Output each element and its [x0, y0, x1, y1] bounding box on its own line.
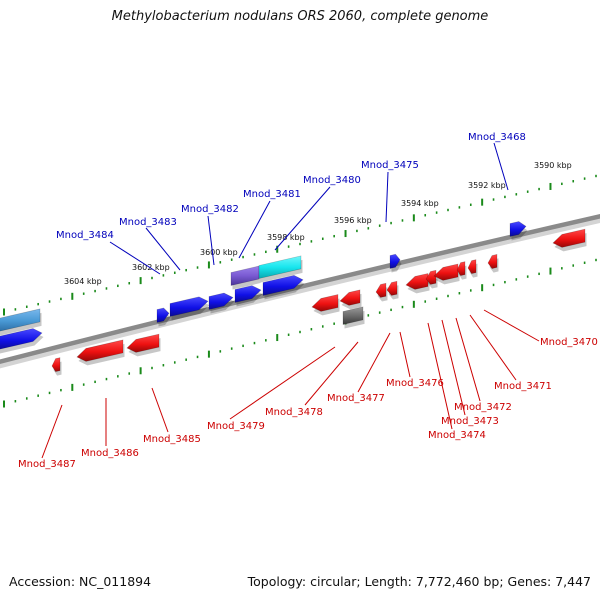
gene-feature — [234, 285, 262, 303]
scale-label: 3590 kbp — [534, 161, 572, 170]
gene-feature — [0, 308, 41, 332]
scale-label: 3592 kbp — [468, 181, 506, 190]
reverse-leader-line — [357, 332, 391, 393]
gene-feature — [311, 294, 339, 312]
scale-label: 3594 kbp — [401, 199, 439, 208]
reverse-leader-line — [304, 341, 359, 406]
gene-feature — [386, 280, 398, 296]
reverse-gene-label: Mnod_3477 — [327, 393, 385, 404]
reverse-gene-label: Mnod_3478 — [265, 407, 323, 418]
forward-gene-label: Mnod_3475 — [361, 160, 419, 171]
reverse-gene-label: Mnod_3472 — [454, 402, 512, 413]
gene-feature — [342, 306, 364, 325]
reverse-leader-line — [151, 387, 169, 433]
forward-gene-label: Mnod_3480 — [303, 175, 361, 186]
reverse-gene-label: Mnod_3476 — [386, 378, 444, 389]
forward-leader-line — [109, 241, 161, 275]
forward-gene-label: Mnod_3482 — [181, 204, 239, 215]
forward-gene-label: Mnod_3481 — [243, 189, 301, 200]
reverse-leader-line — [455, 317, 481, 402]
reverse-leader-line — [441, 319, 466, 416]
backbone-line — [0, 214, 600, 365]
gene-feature — [126, 333, 160, 353]
forward-leader-line — [493, 142, 509, 191]
gene-feature — [487, 254, 498, 269]
gene-feature — [389, 253, 401, 269]
gene-feature — [456, 261, 466, 277]
scale-label: 3596 kbp — [334, 216, 372, 225]
reverse-gene-label: Mnod_3479 — [207, 421, 265, 432]
gene-feature — [509, 221, 527, 237]
gene-feature — [262, 275, 304, 296]
scale-ticks — [3, 174, 597, 408]
reverse-gene-label: Mnod_3474 — [428, 430, 486, 441]
gene-feature — [375, 282, 387, 298]
scale-label: 3602 kbp — [132, 263, 170, 272]
reverse-leader-line — [469, 314, 517, 381]
reverse-leader-line — [229, 346, 336, 420]
forward-leader-line — [145, 227, 181, 271]
forward-leader-line — [238, 200, 271, 259]
gene-feature — [339, 289, 361, 306]
forward-leader-line — [385, 171, 389, 223]
gene-feature — [552, 228, 586, 248]
gene-feature — [0, 328, 43, 350]
reverse-leader-line — [399, 331, 411, 378]
forward-leader-line — [207, 215, 215, 266]
gene-feature — [433, 263, 459, 281]
forward-leader-line — [274, 186, 331, 251]
accession-text: Accession: NC_011894 — [9, 574, 152, 589]
gene-feature — [208, 292, 234, 310]
gene-feature — [76, 339, 124, 362]
reverse-gene-label: Mnod_3485 — [143, 434, 201, 445]
reverse-leader-line — [41, 404, 63, 459]
map-title: Methylobacterium nodulans ORS 2060, comp… — [111, 9, 489, 24]
reverse-gene-label: Mnod_3486 — [81, 448, 139, 459]
gene-feature — [169, 296, 209, 317]
reverse-gene-label: Mnod_3487 — [18, 459, 76, 470]
scale-label: 3604 kbp — [64, 277, 102, 286]
reverse-leader-line — [427, 322, 453, 430]
forward-gene-label: Mnod_3468 — [468, 132, 526, 143]
gene-feature — [467, 259, 477, 275]
gene-feature — [258, 255, 302, 279]
chromosome-backbone — [0, 214, 600, 369]
forward-gene-label: Mnod_3483 — [119, 217, 177, 228]
gene-features — [0, 221, 587, 376]
gene-feature — [51, 357, 61, 373]
reverse-leader-line — [483, 309, 540, 342]
forward-gene-label: Mnod_3484 — [56, 230, 114, 241]
reverse-gene-label: Mnod_3471 — [494, 381, 552, 392]
label-leaders — [41, 142, 540, 459]
gene-feature — [156, 307, 170, 323]
reverse-gene-label: Mnod_3470 — [540, 337, 598, 348]
genome-summary-text: Topology: circular; Length: 7,772,460 bp… — [247, 574, 591, 589]
reverse-gene-label: Mnod_3473 — [441, 416, 499, 427]
gene-feature — [405, 273, 429, 290]
scale-label: 3600 kbp — [200, 248, 238, 257]
backbone-shadow — [0, 215, 600, 369]
